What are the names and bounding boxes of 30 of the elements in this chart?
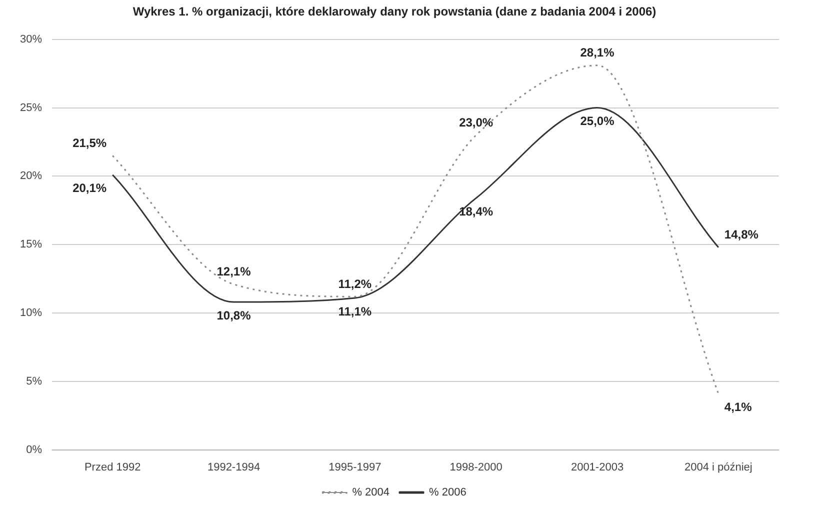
data-label: 21,5%: [72, 136, 107, 150]
y-tick-label: 15%: [20, 238, 42, 251]
x-tick-label: Przed 1992: [84, 461, 141, 474]
data-label: 14,8%: [724, 228, 759, 242]
x-tick-label: 2004 i później: [684, 461, 752, 474]
chart-title: Wykres 1. % organizacji, które deklarowały dany rok powstania (dane z badania 2004 i 2006): [132, 4, 656, 19]
data-label: 11,2%: [338, 276, 372, 291]
data-label: 20,1%: [72, 181, 107, 196]
y-tick-label: 30%: [20, 33, 42, 46]
line-series: [112, 64, 720, 394]
x-tick-label: 1995-1997: [328, 461, 382, 474]
data-label: 4,1%: [724, 400, 752, 414]
y-tick-label: 5%: [26, 375, 42, 388]
y-tick-label: 10%: [20, 307, 42, 320]
data-label: 18,4%: [459, 204, 494, 218]
data-label: 23,0%: [459, 115, 494, 130]
y-tick-label: 0%: [26, 444, 42, 456]
data-label: 12,1%: [216, 264, 252, 279]
x-tick-label: 1998-2000: [450, 461, 502, 474]
data-label: 25,0%: [580, 114, 615, 128]
x-tick-label: 2001-2003: [570, 461, 624, 474]
y-tick-label: 25%: [20, 102, 42, 114]
legend-label: % 2006: [429, 486, 466, 499]
line-series: [112, 107, 720, 303]
y-tick-label: 20%: [20, 170, 42, 182]
x-tick-label: 1992-1994: [207, 461, 260, 474]
data-label: 11,1%: [338, 304, 372, 318]
data-label: 28,1%: [580, 46, 615, 60]
legend-label: % 2004: [352, 486, 390, 499]
data-label: 10,8%: [216, 308, 252, 322]
